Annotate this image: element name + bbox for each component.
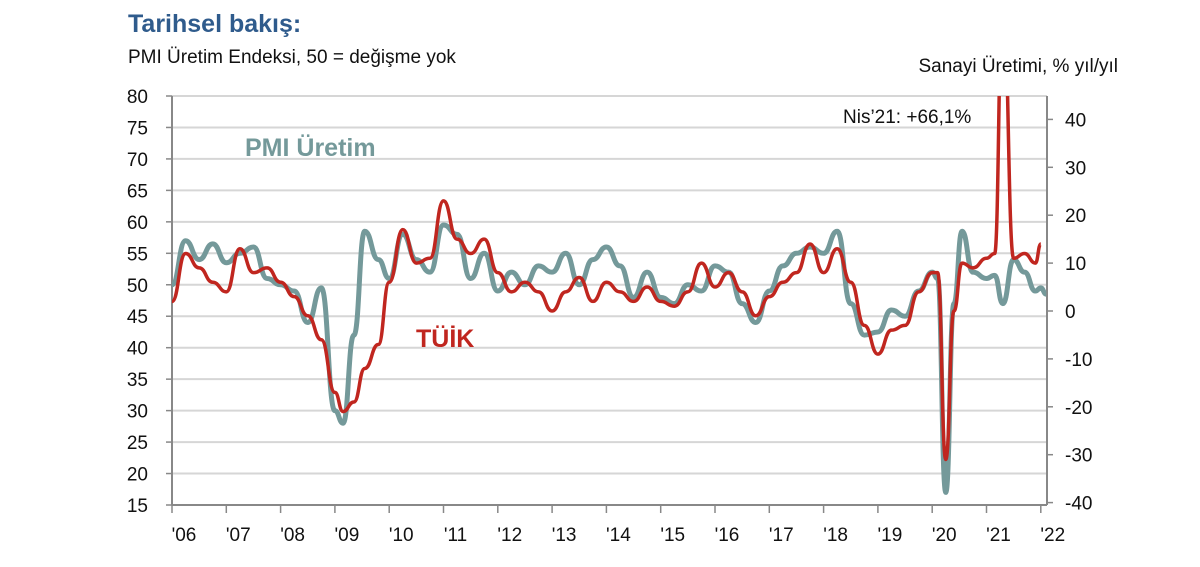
x-tick-label: '18 (823, 525, 848, 546)
left-tick-label: 55 (127, 244, 148, 265)
peak-annotation: Nis’21: +66,1% (843, 107, 971, 128)
x-tick-label: '20 (932, 525, 957, 546)
left-tick-label: 80 (127, 87, 148, 108)
x-tick-label: '11 (444, 525, 467, 546)
right-tick-label: 0 (1065, 302, 1076, 323)
x-tick-label: '06 (172, 525, 197, 546)
left-tick-label: 35 (127, 370, 148, 391)
tuik-series-line (172, 96, 1043, 462)
right-tick-label: -30 (1065, 446, 1092, 467)
left-tick-label: 65 (127, 181, 148, 202)
x-tick-label: '09 (335, 525, 360, 546)
x-tick-label: '12 (497, 525, 522, 546)
x-tick-label: '14 (606, 525, 631, 546)
x-tick-label: '10 (389, 525, 414, 546)
left-tick-label: 20 (127, 465, 148, 486)
x-tick-label: '13 (552, 525, 577, 546)
right-tick-label: 30 (1065, 158, 1086, 179)
right-tick-label: 40 (1065, 110, 1086, 131)
x-tick-label: '22 (1040, 525, 1065, 546)
pmi-series-line (172, 222, 1048, 495)
right-axis-label: Sanayi Üretimi, % yıl/yıl (918, 56, 1118, 77)
left-tick-label: 15 (127, 496, 148, 517)
x-tick-label: '17 (769, 525, 794, 546)
left-axis-label: PMI Üretim Endeksi, 50 = değişme yok (128, 47, 456, 68)
right-tick-label: -20 (1065, 398, 1092, 419)
legend-pmi: PMI Üretim (245, 133, 376, 162)
left-tick-label: 40 (127, 339, 148, 360)
right-tick-label: 10 (1065, 254, 1086, 275)
x-tick-label: '07 (226, 525, 251, 546)
left-tick-label: 60 (127, 213, 148, 234)
left-tick-label: 30 (127, 402, 148, 423)
right-tick-label: -10 (1065, 350, 1092, 371)
left-tick-label: 25 (127, 433, 148, 454)
legend-tuik: TÜİK (416, 324, 474, 353)
x-tick-label: '08 (280, 525, 305, 546)
chart-title: Tarihsel bakış: (128, 10, 302, 38)
left-tick-label: 70 (127, 150, 148, 171)
right-tick-label: 20 (1065, 206, 1086, 227)
left-tick-label: 75 (127, 118, 148, 139)
x-tick-label: '16 (715, 525, 740, 546)
x-tick-label: '15 (660, 525, 685, 546)
left-tick-label: 45 (127, 307, 148, 328)
left-tick-label: 50 (127, 276, 148, 297)
x-tick-label: '19 (878, 525, 903, 546)
right-tick-label: -40 (1065, 494, 1092, 515)
x-tick-label: '21 (986, 525, 1011, 546)
